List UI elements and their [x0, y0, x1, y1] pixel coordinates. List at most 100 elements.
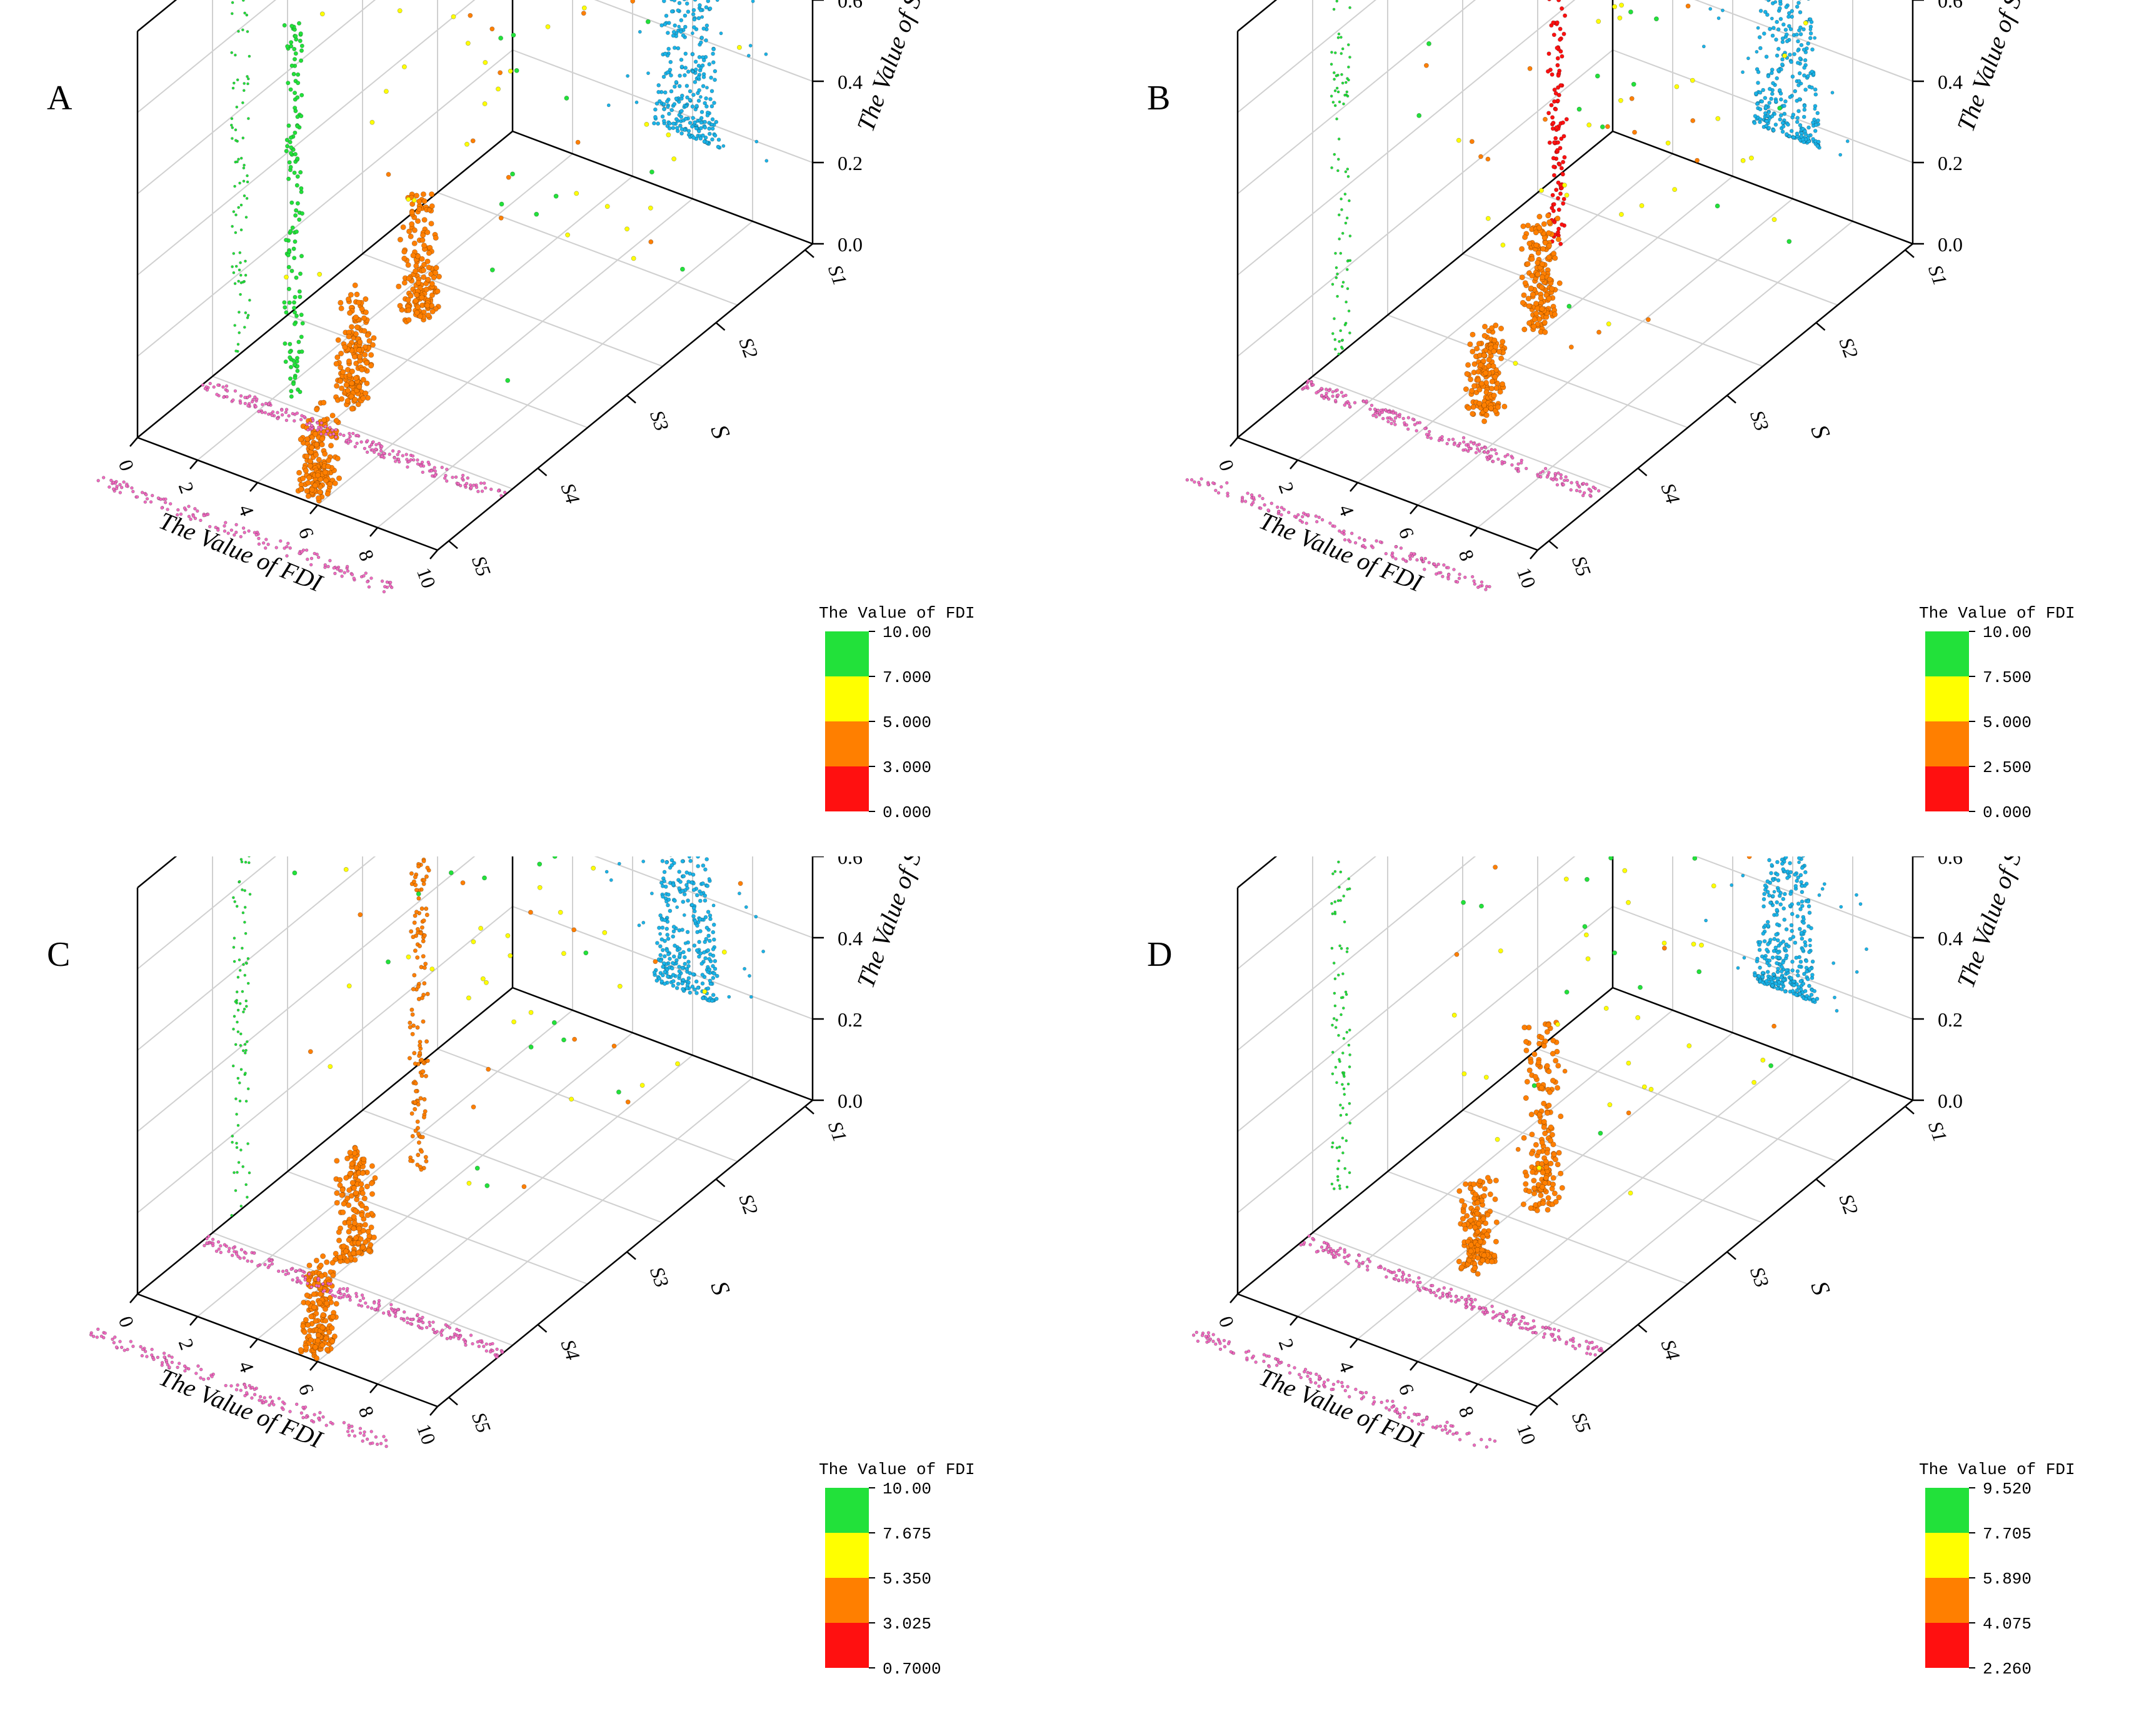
- scatter-point-blue: [686, 9, 691, 14]
- scatter-point-green: [1339, 251, 1343, 255]
- grid-line: [1612, 49, 1913, 163]
- scatter-point-pink: [222, 395, 226, 399]
- grid-line: [1694, 0, 1913, 82]
- scatter-point-orange: [359, 1244, 366, 1250]
- scatter-point-pink: [1415, 558, 1419, 562]
- scatter-point-pink: [111, 480, 116, 484]
- scatter-point-green: [237, 1161, 241, 1164]
- scatter-point-pink: [112, 487, 116, 491]
- scatter-point-blue: [711, 964, 715, 968]
- scatter-point-green: [243, 1043, 247, 1046]
- scatter-point-orange: [414, 304, 421, 310]
- grid-line: [1417, 198, 1793, 506]
- scatter-point-orange: [311, 1291, 317, 1297]
- scatter-point-pink: [269, 1401, 274, 1405]
- scatter-point-orange: [329, 1338, 336, 1345]
- y-tick: [1726, 394, 1736, 404]
- scatter-point-pink: [1251, 501, 1255, 504]
- scatter-point-green: [1343, 323, 1347, 326]
- scatter-point-pink: [1276, 505, 1280, 509]
- scatter-point-pink: [348, 431, 351, 436]
- scatter-point-mixed: [558, 910, 563, 915]
- scatter-point-green: [237, 29, 240, 33]
- scatter-point-pink: [1305, 521, 1308, 525]
- scatter-point-red: [1559, 136, 1564, 141]
- scatter-point-pink: [372, 1301, 376, 1305]
- scatter-point-mixed: [1485, 216, 1491, 221]
- scatter-point-blue: [707, 877, 711, 881]
- legend-label: 5.000: [883, 713, 931, 732]
- scatter-point-green: [239, 1148, 243, 1151]
- scatter-point-orange: [418, 931, 423, 936]
- scatter-point-orange: [359, 1190, 366, 1197]
- scatter-point-pink: [347, 1433, 351, 1437]
- scatter-point-blue: [1746, 56, 1750, 61]
- panel-label: C: [47, 935, 70, 974]
- scatter-point-blue: [1845, 139, 1850, 143]
- scatter-point-blue: [700, 15, 704, 19]
- scatter-point-pink: [96, 1327, 100, 1331]
- scatter-point-blue: [1716, 16, 1721, 20]
- scatter-point-orange: [368, 1224, 374, 1230]
- scatter-point-blue: [691, 136, 696, 140]
- scatter-point-blue: [1771, 81, 1775, 86]
- scatter-point-green: [246, 174, 249, 178]
- scatter-point-pink: [236, 1383, 239, 1387]
- scatter-point-orange: [334, 455, 341, 461]
- scatter-point-pink: [1553, 471, 1557, 476]
- scatter-point-pink: [354, 1292, 358, 1295]
- scatter-point-orange: [318, 1273, 324, 1279]
- scatter-point-blue: [683, 24, 688, 29]
- scatter-point-orange: [349, 368, 355, 374]
- scatter-point-mixed: [499, 201, 504, 207]
- scatter-point-pink: [1588, 488, 1592, 492]
- legend-label: 10.00: [1983, 623, 2031, 642]
- scatter-point-pink: [480, 489, 484, 493]
- scatter-point-blue: [679, 114, 684, 119]
- scatter-point-green: [292, 57, 297, 62]
- scatter-point-blue: [1799, 43, 1804, 48]
- scatter-point-orange: [1498, 325, 1504, 331]
- scatter-point-pink: [224, 521, 228, 524]
- scatter-point-blue: [704, 38, 708, 43]
- scatter-point-pink: [369, 576, 373, 580]
- scatter-point-blue: [1810, 69, 1815, 74]
- scatter-point-blue: [1803, 129, 1807, 134]
- scatter-point-orange: [425, 312, 431, 318]
- scatter-point-pink: [247, 529, 251, 533]
- scatter-point-blue: [1764, 54, 1769, 59]
- scatter-point-pink: [264, 401, 268, 406]
- scatter-point-pink: [1394, 544, 1398, 549]
- y-axis-title: S: [705, 421, 736, 442]
- scatter-point-blue: [656, 121, 660, 126]
- scatter-point-pink: [456, 1334, 459, 1338]
- scatter-point-pink: [1506, 453, 1510, 457]
- scatter-point-blue: [711, 993, 716, 997]
- axes-frame: [136, 0, 814, 551]
- scatter-point-pink: [1365, 399, 1368, 403]
- scatter-point-orange: [318, 476, 324, 483]
- scatter-point-mixed: [565, 232, 570, 238]
- scatter-point-orange: [361, 1195, 368, 1202]
- scatter-point-mixed: [738, 881, 743, 886]
- scatter-point-pink: [258, 1395, 263, 1398]
- y-tick: [1637, 467, 1648, 476]
- scatter-point-pink: [1370, 403, 1374, 408]
- scatter-point-green: [234, 1189, 238, 1192]
- scatter-point-green: [299, 93, 304, 98]
- scatter-point-pink: [233, 533, 236, 537]
- scatter-point-green: [294, 183, 299, 188]
- scatter-point-orange: [416, 864, 421, 869]
- scatter-point-blue: [709, 76, 713, 80]
- scatter-point-mixed: [482, 101, 488, 106]
- grid-line: [137, 0, 476, 276]
- scatter-point-orange: [369, 1191, 375, 1197]
- scatter-point-blue: [1760, 99, 1765, 104]
- scatter-point-blue: [1796, 1, 1801, 5]
- scatter-point-pink: [419, 464, 423, 468]
- scatter-point-pink: [1343, 538, 1347, 542]
- scatter-point-orange: [359, 1170, 366, 1177]
- scatter-point-orange: [416, 198, 423, 204]
- scatter-point-pink: [1483, 445, 1488, 449]
- y-tick: [804, 1105, 814, 1115]
